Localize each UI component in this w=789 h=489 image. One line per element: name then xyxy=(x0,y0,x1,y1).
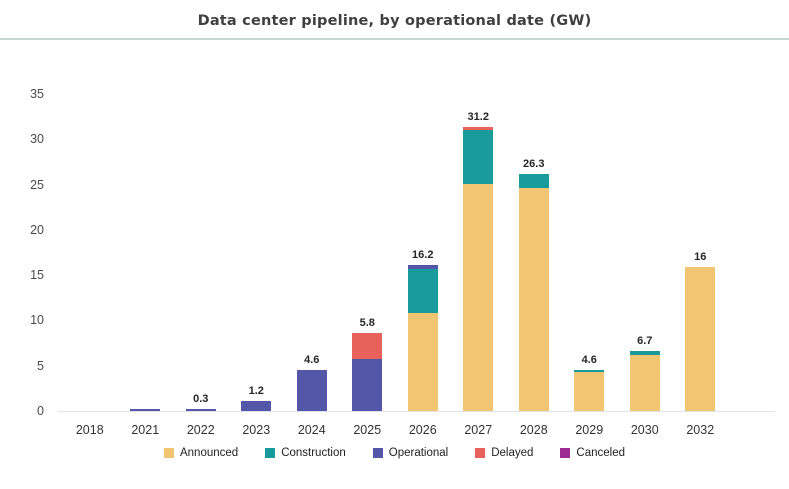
x-tick-label: 2021 xyxy=(131,423,160,437)
bar-group-2028: 26.3 xyxy=(506,95,562,412)
bar-value-label: 1.2 xyxy=(248,385,264,397)
legend-swatch-icon xyxy=(475,448,486,458)
bar-group-2023: 1.2 xyxy=(229,95,285,412)
bar-segment-operational-2021 xyxy=(130,409,161,412)
legend-label: Construction xyxy=(281,447,346,459)
bar-group-2030: 6.7 xyxy=(617,95,673,412)
bar-value-label: 4.6 xyxy=(581,354,597,366)
legend-label: Delayed xyxy=(491,447,534,459)
bar-group-2026: 16.2 xyxy=(395,95,451,412)
bar-segment-announced-2032 xyxy=(685,267,716,412)
bar-group-2018 xyxy=(62,95,118,412)
bar-group-2022: 0.3 xyxy=(173,95,229,412)
bar-value-label: 0.3 xyxy=(193,393,209,405)
bar-segment-construction-2028 xyxy=(518,174,549,188)
chart-legend: Announced Construction Operational Delayed C… xyxy=(0,447,789,459)
x-axis-line xyxy=(58,411,775,412)
legend-swatch-icon xyxy=(560,448,571,458)
y-tick-label: 35 xyxy=(30,87,44,101)
bar-segment-construction-2027 xyxy=(463,130,494,184)
x-tick-label: 2022 xyxy=(186,423,215,437)
bar-value-label: 16.2 xyxy=(412,249,434,261)
y-tick-label: 10 xyxy=(30,313,44,328)
legend-label: Canceled xyxy=(576,447,626,459)
chart-title: Data center pipeline, by operational dat… xyxy=(197,13,592,29)
legend-swatch-icon xyxy=(163,448,174,458)
bar-segment-operational-2024 xyxy=(296,370,327,412)
y-tick-label: 30 xyxy=(30,132,44,147)
legend-item-canceled: Canceled xyxy=(560,447,625,459)
bar-segment-delayed-2027 xyxy=(463,127,494,130)
x-tick-label: 2029 xyxy=(575,423,604,437)
x-tick-label: 2030 xyxy=(630,423,659,437)
y-tick-label: 15 xyxy=(30,268,44,283)
y-tick-label: 5 xyxy=(37,358,44,373)
x-tick-label: 2027 xyxy=(464,423,493,437)
bar-value-label: 4.6 xyxy=(304,354,320,366)
bar-segment-construction-2029 xyxy=(574,370,605,372)
bar-segment-delayed-2025 xyxy=(352,333,383,359)
legend-swatch-icon xyxy=(372,448,383,458)
bar-segment-construction-2030 xyxy=(629,351,660,355)
bar-group-2021 xyxy=(118,95,174,412)
bar-segment-announced-2027 xyxy=(463,184,494,412)
title-divider xyxy=(0,38,789,40)
bar-group-2029: 4.6 xyxy=(562,95,618,412)
bar-group-2027: 31.2 xyxy=(451,95,507,412)
x-tick-label: 2032 xyxy=(686,423,715,437)
x-tick-label: 2026 xyxy=(408,423,437,437)
legend-item-operational: Operational xyxy=(372,447,449,459)
bar-segment-announced-2029 xyxy=(574,372,605,412)
bar-value-label: 5.8 xyxy=(359,317,375,329)
x-tick-label: 2024 xyxy=(297,423,326,437)
bar-segment-operational-2023 xyxy=(241,401,272,412)
y-tick-label: 20 xyxy=(30,222,44,237)
x-tick-label: 2023 xyxy=(242,423,271,437)
bar-segment-operational-2025 xyxy=(352,359,383,412)
bar-value-label: 26.3 xyxy=(523,158,545,170)
legend-item-announced: Announced xyxy=(163,447,239,459)
bar-value-label: 6.7 xyxy=(637,335,653,347)
legend-swatch-icon xyxy=(265,448,276,458)
bar-group-2025: 5.8 xyxy=(340,95,396,412)
x-tick-label: 2018 xyxy=(75,423,104,437)
bar-value-label: 31.2 xyxy=(467,111,489,123)
legend-item-construction: Construction xyxy=(265,447,346,459)
bar-segment-announced-2028 xyxy=(518,188,549,412)
bar-segment-announced-2026 xyxy=(407,313,438,412)
bar-segment-operational-2022 xyxy=(185,409,216,412)
bar-segment-announced-2030 xyxy=(629,355,660,412)
bar-group-2032: 16 xyxy=(673,95,729,412)
bar-segment-construction-2026 xyxy=(407,269,438,313)
bar-value-label: 16 xyxy=(694,251,707,263)
bar-group-2024: 4.6 xyxy=(284,95,340,412)
legend-item-delayed: Delayed xyxy=(475,447,533,459)
bar-segment-operational-2026 xyxy=(407,265,438,269)
y-tick-label: 0 xyxy=(37,404,44,418)
y-tick-label: 25 xyxy=(30,177,44,192)
x-tick-label: 2025 xyxy=(353,423,382,437)
legend-label: Announced xyxy=(179,447,239,459)
legend-label: Operational xyxy=(388,447,449,459)
x-tick-label: 2028 xyxy=(519,423,548,437)
